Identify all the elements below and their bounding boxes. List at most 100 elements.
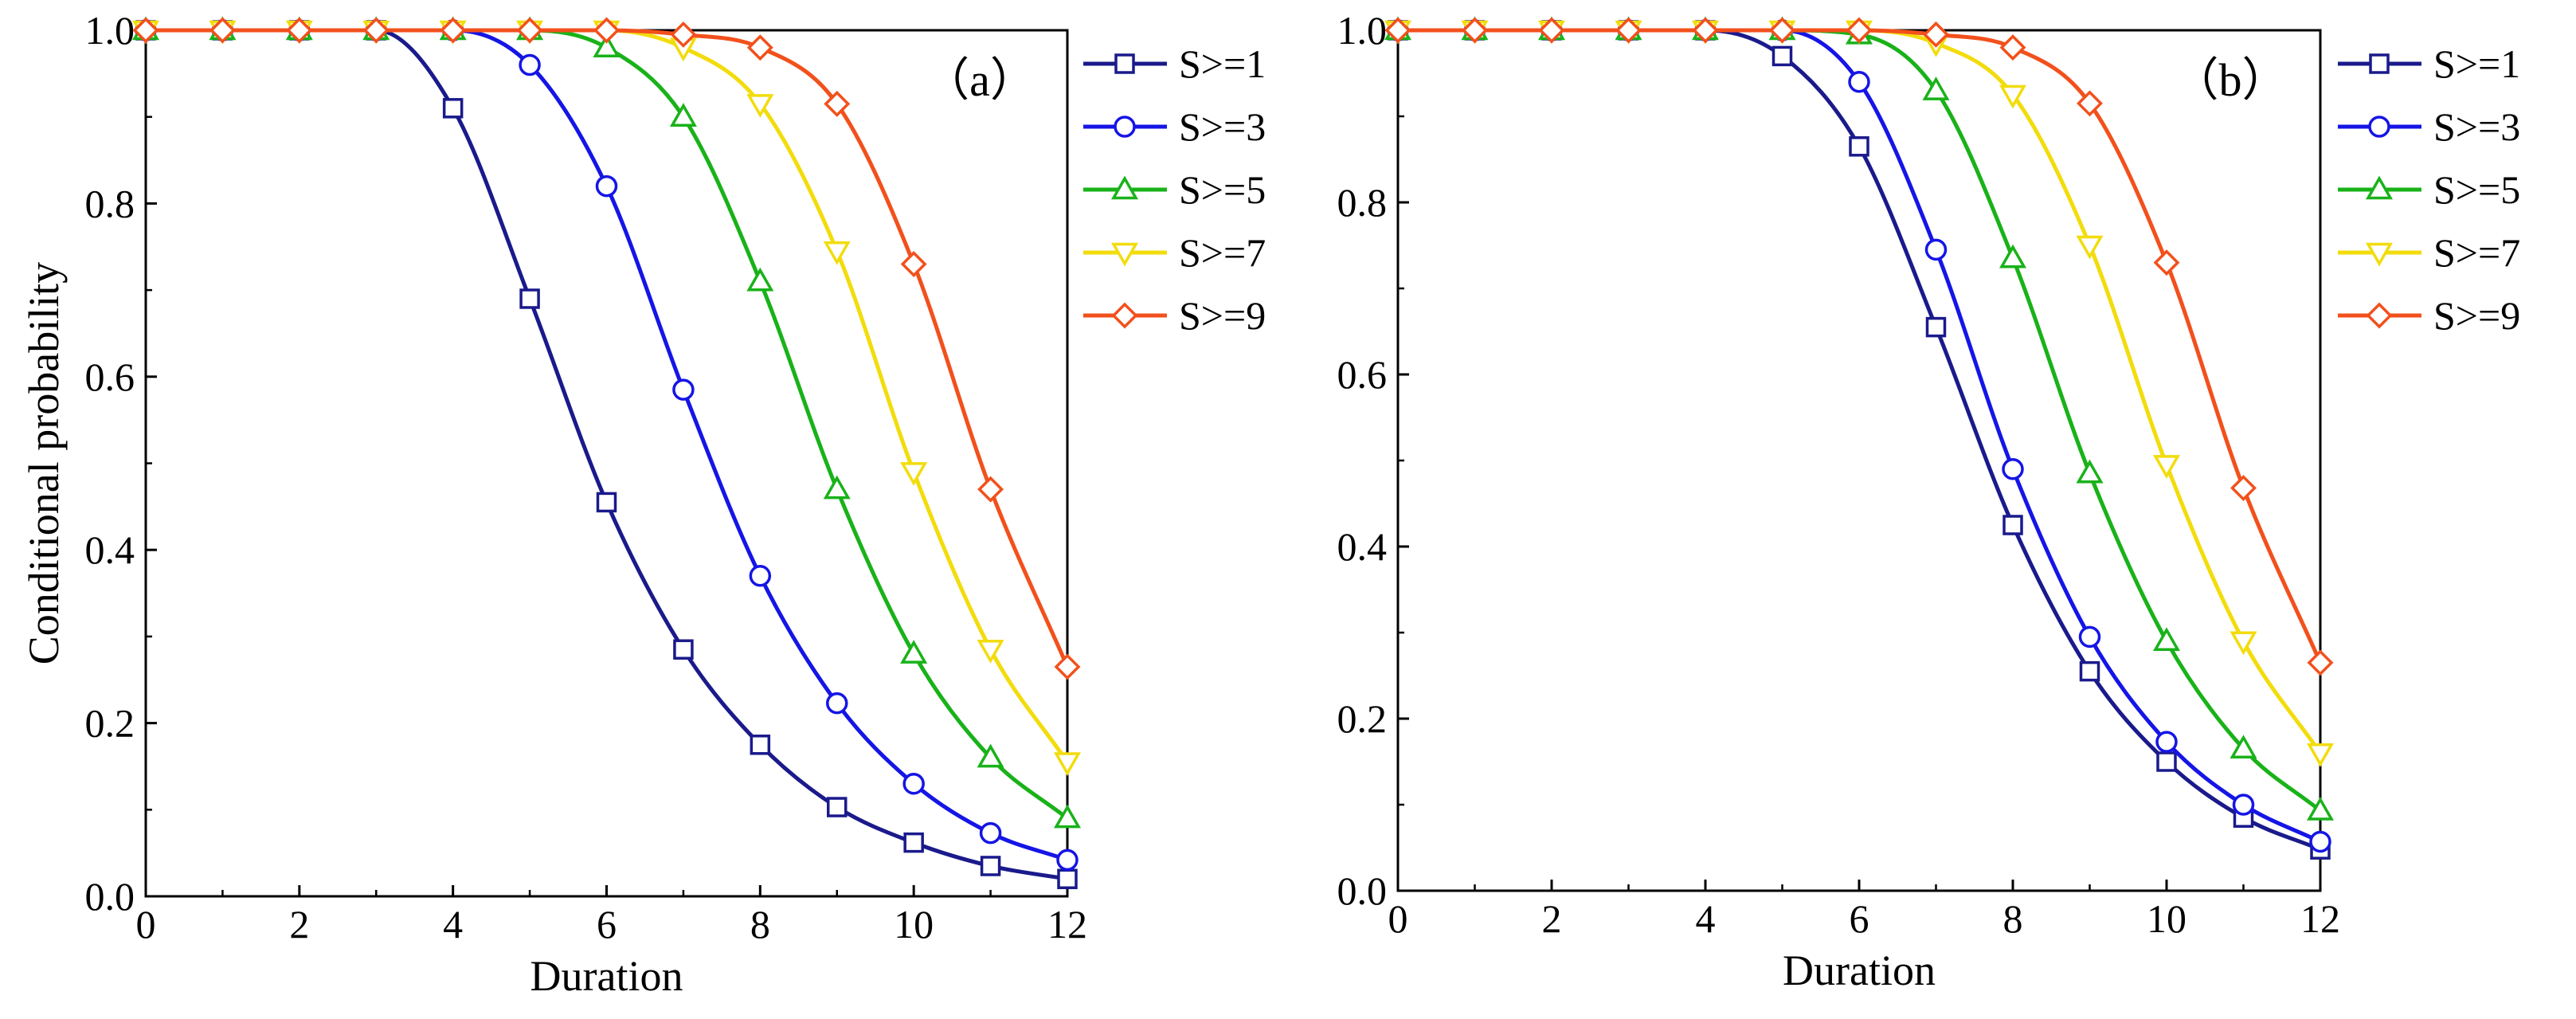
x-axis-label: Duration	[1783, 946, 1936, 994]
data-point	[2309, 830, 2331, 853]
data-point	[209, 17, 236, 44]
data-point	[2002, 515, 2023, 535]
data-point	[1384, 17, 1411, 44]
legend-label: S>=3	[1179, 104, 1266, 149]
y-tick-label: 0.6	[1337, 352, 1388, 397]
series-line	[145, 28, 1070, 763]
legend-entry: S>=1	[1083, 41, 1266, 86]
panel-label: （a）	[923, 54, 1036, 106]
data-point	[750, 735, 771, 755]
legend-entry: S>=3	[1083, 104, 1266, 149]
y-tick-label: 0.0	[1337, 868, 1388, 913]
data-point	[440, 17, 467, 44]
x-tick-label: 12	[2300, 896, 2340, 941]
legend-marker	[1110, 175, 1139, 200]
data-point	[746, 34, 773, 61]
legend-marker	[1114, 116, 1136, 138]
legend-label: S>=9	[1179, 293, 1266, 338]
series-line	[1397, 28, 2323, 664]
data-point	[2078, 625, 2101, 649]
data-point	[442, 98, 464, 119]
data-point	[823, 241, 851, 265]
legend-label: S>=1	[1179, 41, 1266, 86]
y-tick-label: 1.0	[85, 8, 135, 53]
data-point	[1538, 17, 1565, 44]
data-point	[977, 743, 1004, 768]
data-point	[979, 821, 1002, 845]
y-tick-label: 0.4	[1337, 524, 1388, 569]
legend-entry: S>=7	[2338, 230, 2520, 275]
legend-marker	[1110, 242, 1139, 267]
plot-frame	[144, 29, 1069, 898]
chart-panel-a: 0 2 4 6 8 10 12 0.0 0.2 0.4 0.6 0.8 1.0 Duration Condi…	[20, 8, 1266, 1000]
x-axis-label: Duration	[530, 952, 683, 1000]
legend-label: S>=7	[1179, 230, 1266, 275]
y-tick-label: 0.4	[85, 527, 135, 572]
legend-entry: S>=7	[1083, 230, 1266, 275]
data-point	[519, 53, 541, 76]
data-point	[1054, 653, 1081, 680]
data-point	[2156, 751, 2177, 772]
y-tick-label: 0.8	[85, 181, 135, 225]
legend-label: S>=5	[1179, 167, 1266, 212]
legend-entry: S>=5	[2338, 167, 2520, 212]
legend-marker	[2369, 53, 2390, 74]
data-point	[1925, 316, 1947, 338]
data-point	[2076, 235, 2104, 260]
y-tick-label: 0.2	[1337, 696, 1388, 741]
data-point	[2152, 455, 2181, 479]
data-point	[593, 17, 620, 44]
data-point	[826, 692, 848, 715]
data-point	[2307, 649, 2334, 676]
data-point	[672, 378, 695, 401]
data-point	[2002, 458, 2024, 480]
chart-panel-b: 0 2 4 6 8 10 12 0.0 0.2 0.4 0.6 0.8 1.0 Duration （b） S>…	[1337, 8, 2521, 994]
data-point	[977, 639, 1004, 664]
data-point	[1923, 21, 1949, 48]
x-tick-label: 6	[597, 902, 617, 946]
series-S>=1	[135, 20, 1078, 890]
data-point	[593, 33, 621, 57]
legend-label: S>=7	[2433, 230, 2520, 275]
data-point	[749, 565, 772, 587]
x-tick-label: 10	[2147, 896, 2186, 941]
data-point	[673, 639, 694, 660]
data-point	[1849, 136, 1869, 157]
data-point	[1999, 244, 2027, 268]
data-point	[670, 21, 697, 48]
data-point	[2230, 475, 2257, 502]
series-S>=5	[131, 16, 1082, 829]
legend-marker	[2366, 302, 2393, 329]
data-point	[669, 103, 697, 127]
data-point	[2077, 90, 2103, 117]
data-point	[2232, 794, 2255, 816]
data-point	[1692, 17, 1719, 44]
data-point	[2152, 627, 2181, 652]
data-point	[2306, 743, 2335, 767]
data-point	[903, 832, 924, 853]
data-point	[746, 267, 774, 292]
legend-marker	[1114, 53, 1135, 74]
series-S>=1	[1388, 20, 2331, 860]
series-line	[145, 28, 1068, 881]
x-tick-label: 12	[1047, 902, 1087, 946]
y-axis-label: Conditional probability	[20, 262, 68, 664]
series-S>=7	[131, 20, 1082, 777]
data-point	[980, 856, 1001, 876]
data-point	[2306, 797, 2335, 821]
legend-entry: S>=9	[1083, 293, 1266, 338]
legend-entry: S>=3	[2338, 104, 2520, 149]
legend-marker	[2365, 242, 2394, 267]
x-tick-label: 6	[1850, 896, 1869, 941]
data-point	[519, 288, 540, 309]
data-point	[824, 90, 851, 117]
legend-entry: S>=5	[1083, 167, 1266, 212]
y-tick-label: 0.6	[85, 355, 135, 399]
legend-entry: S>=9	[2338, 293, 2520, 338]
data-point	[1999, 34, 2026, 61]
y-tick-label: 0.8	[1337, 180, 1388, 225]
data-point	[1848, 71, 1870, 93]
x-tick-label: 10	[894, 902, 934, 946]
data-point	[132, 17, 159, 44]
